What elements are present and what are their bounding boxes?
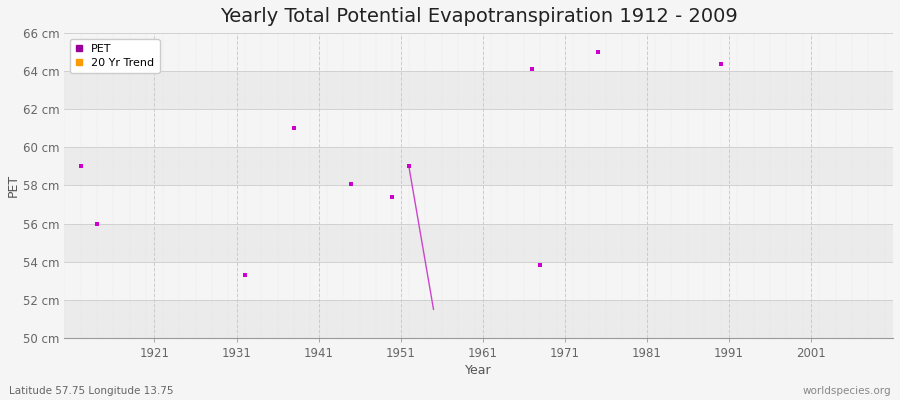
Point xyxy=(385,194,400,200)
Text: Latitude 57.75 Longitude 13.75: Latitude 57.75 Longitude 13.75 xyxy=(9,386,174,396)
Point xyxy=(533,262,547,269)
Bar xyxy=(64,262,893,300)
Legend: PET, 20 Yr Trend: PET, 20 Yr Trend xyxy=(70,39,159,73)
Point xyxy=(344,180,358,187)
X-axis label: Year: Year xyxy=(465,364,492,377)
Title: Yearly Total Potential Evapotranspiration 1912 - 2009: Yearly Total Potential Evapotranspiratio… xyxy=(220,7,737,26)
Point xyxy=(590,49,605,55)
Point xyxy=(287,125,302,132)
Bar xyxy=(64,147,893,186)
Point xyxy=(714,60,728,67)
Text: worldspecies.org: worldspecies.org xyxy=(803,386,891,396)
Bar xyxy=(64,224,893,262)
Point xyxy=(238,272,252,278)
Point xyxy=(401,163,416,170)
Bar xyxy=(64,33,893,71)
Point xyxy=(90,220,104,227)
Y-axis label: PET: PET xyxy=(7,174,20,197)
Point xyxy=(525,66,539,72)
Bar xyxy=(64,109,893,147)
Bar xyxy=(64,186,893,224)
Bar xyxy=(64,300,893,338)
Point xyxy=(74,163,88,170)
Bar xyxy=(64,71,893,109)
